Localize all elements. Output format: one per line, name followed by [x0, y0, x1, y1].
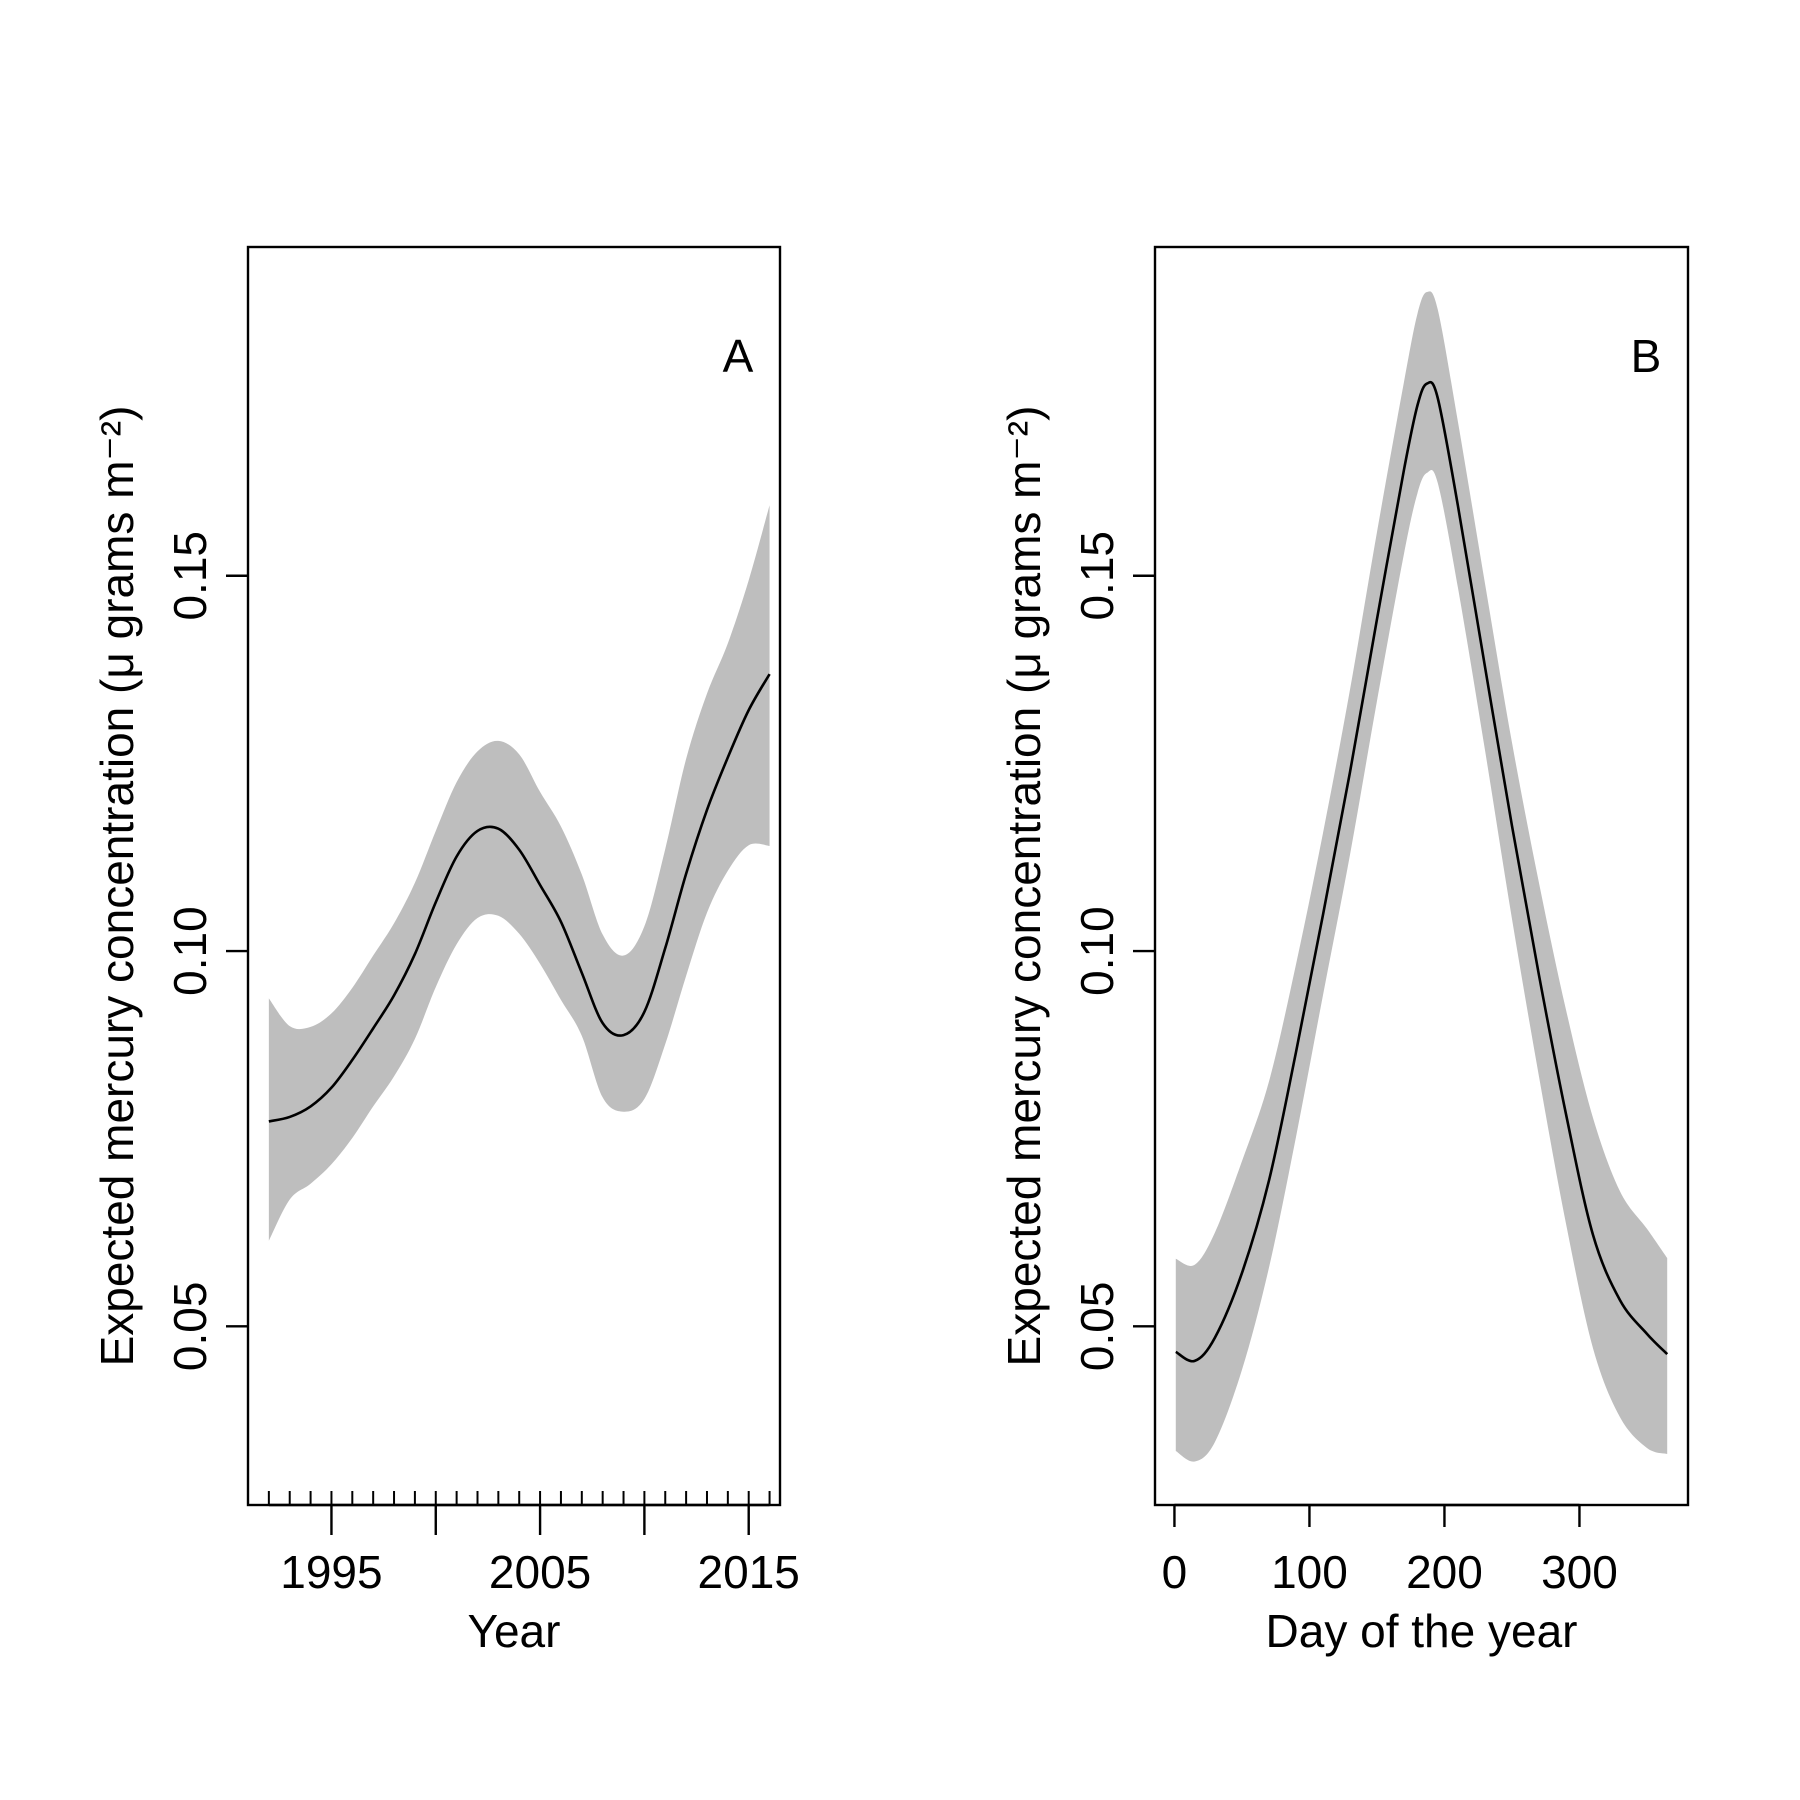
panel-b-x-tick-label: 100 — [1271, 1546, 1348, 1598]
panel-b-y-tick-label: 0.10 — [1071, 906, 1123, 996]
panel-a-confidence-band — [268, 505, 770, 1241]
panel-a-y-tick-label: 0.15 — [164, 531, 216, 621]
panel-b-fit-line — [1175, 380, 1669, 1363]
panel-a-x-tick-label: 1995 — [280, 1546, 382, 1598]
panel-a-y-tick-label: 0.10 — [164, 906, 216, 996]
panel-b-x-tick-label: 0 — [1162, 1546, 1188, 1598]
panel-a-label: A — [723, 330, 754, 382]
panel-a-fit-line — [268, 673, 771, 1123]
panel-a-x-tick-label: 2015 — [698, 1546, 800, 1598]
panel-a-y-tick-label: 0.05 — [164, 1282, 216, 1372]
panel-b-confidence-band — [1175, 291, 1668, 1462]
panel-b-y-tick-label: 0.15 — [1071, 531, 1123, 621]
panel-b-label: B — [1631, 330, 1662, 382]
panel-b-y-tick-label: 0.05 — [1071, 1282, 1123, 1372]
panel-a-y-axis-title: Expected mercury concentration (μ grams … — [91, 406, 143, 1367]
panel-b-x-tick-label: 300 — [1541, 1546, 1618, 1598]
panel-a-x-tick-label: 2005 — [489, 1546, 591, 1598]
panel-b-y-axis-title: Expected mercury concentration (μ grams … — [998, 406, 1050, 1367]
panel-b-x-tick-label: 200 — [1406, 1546, 1483, 1598]
panel-b: B 0 100 200 300 Day of the year 0.05 0.10 0.15 Ex… — [998, 245, 1690, 1657]
panel-a-x-axis-title: Year — [468, 1605, 561, 1657]
panel-b-x-axis-title: Day of the year — [1266, 1605, 1578, 1657]
panel-a: A 1995 2005 2015 Year 0.05 0.10 0.15 Expected me… — [91, 245, 800, 1657]
